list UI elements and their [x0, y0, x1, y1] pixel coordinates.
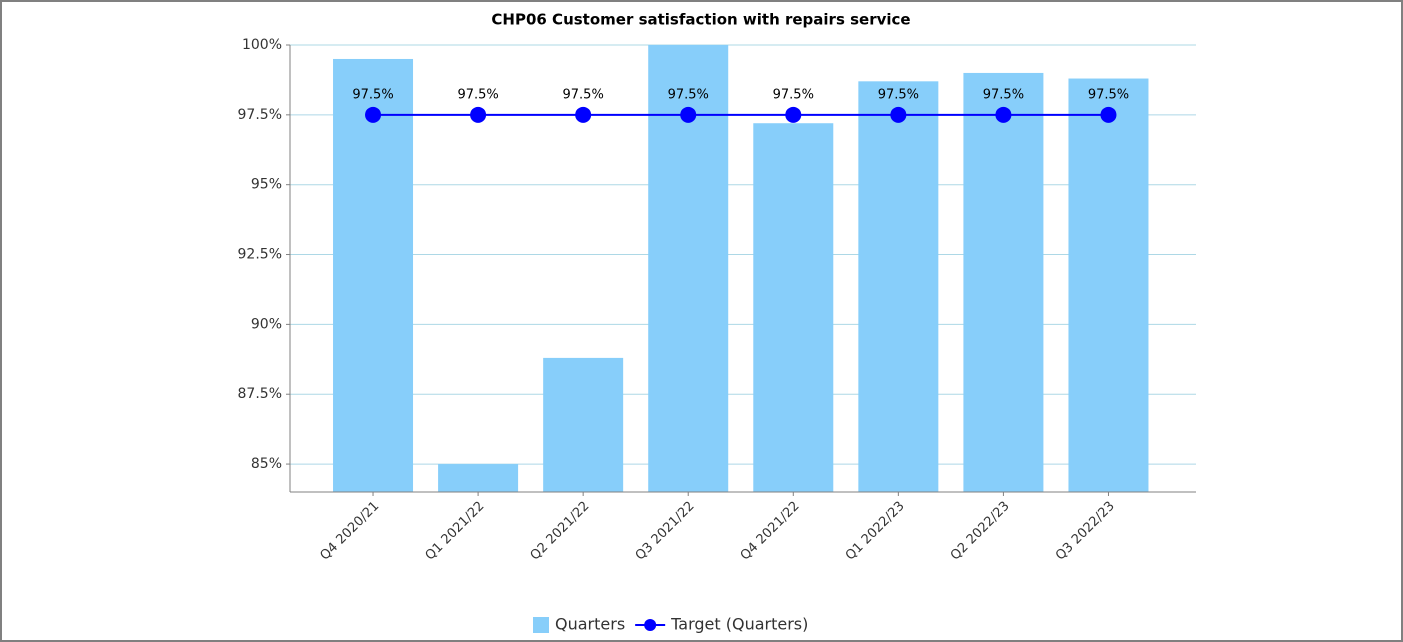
point: [785, 106, 802, 123]
bar: [333, 58, 414, 492]
point: [680, 106, 697, 123]
point: [995, 106, 1012, 123]
data-label: 97.5%: [1088, 87, 1129, 102]
data-label: 97.5%: [563, 87, 604, 102]
data-label: 97.5%: [457, 87, 498, 102]
data-label: 97.5%: [352, 87, 393, 102]
point: [1100, 106, 1117, 123]
bar: [438, 464, 519, 492]
point: [575, 106, 592, 123]
bar: [963, 72, 1044, 492]
legend-point: [644, 619, 657, 631]
y-tick-label: 85%: [251, 456, 282, 472]
y-tick-label: 97.5%: [238, 107, 282, 123]
legend-label: Quarters: [555, 615, 625, 634]
point: [365, 106, 382, 123]
legend-swatch: [533, 617, 549, 633]
bar: [753, 123, 834, 492]
data-label: 97.5%: [668, 87, 709, 102]
chart-title: CHP06 Customer satisfaction with repairs…: [491, 11, 910, 29]
point: [470, 106, 487, 123]
y-tick-label: 100%: [242, 37, 282, 53]
bar: [1068, 78, 1149, 493]
y-tick-label: 87.5%: [238, 386, 282, 402]
y-tick-label: 90%: [251, 316, 282, 332]
data-label: 97.5%: [773, 87, 814, 102]
y-tick-label: 92.5%: [238, 247, 282, 263]
bar: [543, 357, 624, 492]
y-tick-label: 95%: [251, 177, 282, 193]
data-label: 97.5%: [983, 87, 1024, 102]
point: [890, 106, 907, 123]
bar: [858, 81, 939, 492]
legend-label: Target (Quarters): [670, 615, 808, 634]
data-label: 97.5%: [878, 87, 919, 102]
